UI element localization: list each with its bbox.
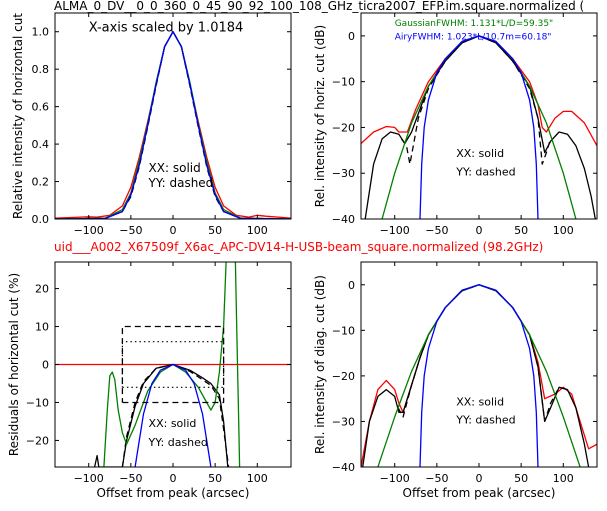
y-tick-label: 0.0 (32, 213, 50, 226)
annotation-text: YY: dashed (455, 166, 515, 179)
x-tick-label: −50 (425, 472, 448, 485)
y-axis-label: Rel. intensity of diag. cut (dB) (313, 275, 327, 454)
y-tick-label: 0.8 (32, 63, 50, 76)
series-black-dashed-2 (400, 35, 551, 165)
annotation-text: XX: solid (149, 417, 197, 430)
x-tick-label: −100 (74, 472, 104, 485)
y-axis-label: Residuals of horizontal cut (%) (7, 273, 21, 456)
x-tick-label: 0 (170, 472, 177, 485)
x-tick-label: 0 (476, 224, 483, 237)
series-black-rect-dashed-6 (121, 325, 225, 404)
axes-frame (360, 261, 598, 468)
x-tick-label: −50 (425, 224, 448, 237)
x-tick-label: −100 (74, 224, 104, 237)
series-red-solid-0 (361, 284, 597, 467)
series-group (55, 31, 291, 219)
series-black-solid-1 (362, 284, 590, 467)
y-tick-label: 20 (35, 283, 49, 296)
series-red-solid-0 (361, 35, 597, 147)
figure-title-top: ALMA_0_DV__0_0_360_0_45_90_92_100_108_GH… (54, 0, 584, 13)
y-axis-label: Rel. intensity of horiz. cut (dB) (313, 25, 327, 207)
y-tick-label: 10 (35, 321, 49, 334)
y-tick-label: −40 (332, 461, 355, 474)
x-tick-label: −100 (380, 472, 410, 485)
x-tick-label: −100 (380, 224, 410, 237)
series-green-solid-3 (55, 31, 291, 219)
annotation-text: XX: solid (456, 396, 504, 409)
series-blue-solid-4 (419, 35, 539, 219)
y-tick-label: 1.0 (32, 26, 50, 39)
x-tick-label: 50 (208, 472, 222, 485)
x-axis-label: Offset from peak (arcsec) (403, 486, 556, 500)
y-tick-label: −20 (332, 370, 355, 383)
annotation-text: GaussianFWHM: 1.131*L/D=59.35" (395, 19, 553, 29)
y-tick-label: −10 (26, 396, 49, 409)
series-green-solid-3 (381, 35, 577, 219)
figure-title-middle: uid___A002_X67509f_X6ac_APC-DV14-H-USB-b… (54, 240, 543, 254)
series-green-solid-3 (103, 262, 227, 467)
y-tick-label: −30 (332, 415, 355, 428)
series-group (361, 35, 597, 219)
series-black-dashed-2 (397, 284, 568, 423)
axes-frame (360, 12, 598, 220)
annotation-text: XX: solid (456, 147, 504, 160)
x-tick-label: 50 (514, 472, 528, 485)
series-black-solid-1 (364, 35, 596, 219)
annotation-text: XX: solid (149, 161, 201, 175)
y-tick-label: −40 (332, 213, 355, 226)
x-tick-label: 100 (553, 472, 574, 485)
annotation-text: YY: dashed (455, 414, 515, 427)
y-tick-label: 0.2 (32, 176, 50, 189)
x-tick-label: 100 (553, 224, 574, 237)
y-tick-label: −20 (26, 434, 49, 447)
x-tick-label: 50 (514, 224, 528, 237)
x-tick-label: 0 (170, 224, 177, 237)
annotation-text: YY: dashed (148, 436, 208, 449)
series-black-solid-1 (55, 31, 291, 219)
series-blue-solid-5 (134, 363, 212, 467)
y-axis-label: Relative intensity of horizontal cut (11, 13, 25, 219)
y-tick-label: 0.4 (32, 138, 50, 151)
x-tick-label: 0 (476, 472, 483, 485)
x-axis-label: Offset from peak (arcsec) (97, 486, 250, 500)
x-tick-label: −50 (119, 224, 142, 237)
series-green-solid-3 (377, 284, 581, 467)
y-tick-label: 0 (348, 30, 355, 43)
annotation-text: AiryFWHM: 1.023*L/10.7m=60.18" (395, 33, 552, 43)
y-tick-label: 0 (348, 279, 355, 292)
y-tick-label: −10 (332, 324, 355, 337)
series-black-dashed-2 (55, 31, 291, 219)
x-tick-label: 50 (208, 224, 222, 237)
y-tick-label: 0 (42, 359, 49, 372)
series-blue-solid-4 (419, 284, 539, 467)
panel-top-left: −100 −50 0 50 100 0.0 0.2 0.4 0.6 0.8 1.0 Relative … (11, 12, 292, 237)
x-tick-label: 100 (247, 224, 268, 237)
series-group (55, 262, 291, 467)
y-tick-label: −20 (332, 121, 355, 134)
series-group (361, 284, 597, 467)
series-green-solid-4 (234, 262, 241, 467)
x-tick-label: 100 (247, 472, 268, 485)
annotation-text: X-axis scaled by 1.0184 (89, 21, 244, 36)
annotation-text: YY: dashed (148, 176, 214, 190)
y-tick-label: −30 (332, 167, 355, 180)
series-blue-solid-4 (55, 31, 291, 219)
x-tick-label: −50 (119, 472, 142, 485)
y-tick-label: −10 (332, 76, 355, 89)
y-tick-label: 0.6 (32, 101, 50, 114)
